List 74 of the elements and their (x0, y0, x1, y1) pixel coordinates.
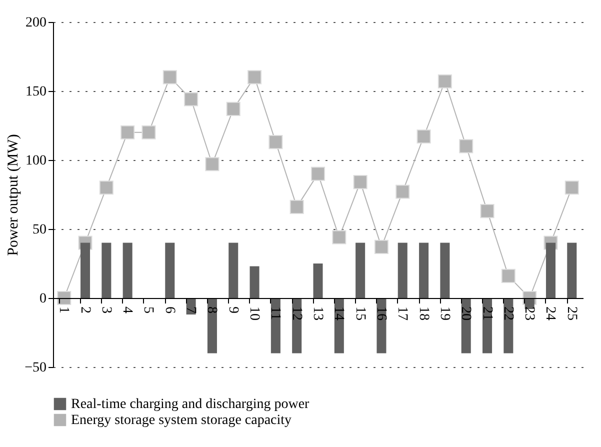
y-tick-label: 200 (26, 16, 46, 30)
point (57, 290, 72, 306)
bar (207, 298, 217, 354)
x-tick-label: 24 (542, 306, 558, 320)
point (332, 230, 346, 244)
x-tick-label: 23 (522, 306, 537, 320)
y-axis-title: Power output (MW) (6, 134, 22, 256)
point (184, 92, 198, 106)
x-tick-label: 16 (373, 306, 388, 320)
point (268, 135, 283, 150)
bar (270, 298, 280, 354)
y-tick-label: 150 (26, 84, 46, 100)
x-tick-label: 12 (288, 306, 304, 320)
bar (80, 242, 90, 298)
point (501, 268, 516, 283)
x-tick-label: 10 (246, 306, 262, 320)
point (416, 130, 431, 144)
bar (102, 242, 112, 298)
point (459, 139, 474, 154)
bar (313, 264, 323, 298)
point (162, 70, 177, 84)
legend-label: Real-time charging and discharging power (71, 397, 310, 412)
bar (398, 242, 408, 298)
x-tick-label: 6 (162, 306, 177, 314)
x-tick-label: 25 (564, 306, 579, 320)
x-tick-label: 8 (204, 306, 220, 314)
bar (122, 242, 132, 298)
point (353, 175, 368, 190)
x-tick-label: 14 (331, 306, 346, 320)
bar (228, 242, 238, 298)
x-tick-label: 11 (268, 306, 283, 320)
x-tick-label: 18 (416, 306, 431, 320)
x-tick-label: 13 (310, 306, 325, 320)
x-tick-label: 5 (140, 306, 156, 314)
bar (461, 298, 471, 354)
x-tick-label: 1 (56, 306, 72, 314)
point (290, 200, 304, 214)
x-tick-label: 9 (225, 306, 240, 314)
x-tick-label: 22 (500, 306, 516, 320)
bar (292, 298, 302, 354)
point (438, 74, 452, 88)
point (120, 125, 135, 140)
point (480, 204, 494, 218)
x-tick-label: 15 (352, 306, 368, 320)
point (564, 180, 579, 195)
x-tick-label: 17 (394, 306, 410, 320)
y-tick-label: 100 (26, 154, 46, 168)
point (205, 157, 220, 172)
point (99, 180, 114, 195)
x-tick-label: 21 (479, 306, 494, 320)
y-tick-label: 50 (32, 222, 46, 238)
point (248, 70, 262, 84)
bar (356, 242, 366, 298)
point (396, 184, 410, 199)
x-tick-label: 2 (77, 306, 92, 314)
x-tick-label: 4 (120, 306, 135, 314)
point (310, 166, 326, 181)
x-tick-label: 20 (458, 306, 474, 320)
bar (546, 242, 556, 298)
x-tick-label: 19 (436, 306, 452, 320)
bar (250, 266, 260, 298)
legend-label: Energy storage system storage capacity (71, 413, 292, 428)
point (374, 240, 388, 254)
point (142, 125, 156, 140)
bar (419, 242, 429, 298)
bar (440, 242, 450, 298)
bar (567, 242, 577, 298)
x-tick-label: 3 (98, 306, 114, 314)
point (226, 102, 240, 116)
y-tick-label: −50 (24, 360, 46, 376)
y-tick-label: 0 (40, 292, 46, 306)
bar (165, 242, 175, 298)
bar (334, 298, 344, 354)
x-tick-label: 7 (183, 306, 198, 314)
